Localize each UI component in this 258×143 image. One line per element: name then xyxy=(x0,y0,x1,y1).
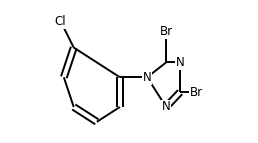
Text: Cl: Cl xyxy=(55,15,66,28)
Text: N: N xyxy=(143,71,151,84)
Text: N: N xyxy=(162,101,171,113)
Text: N: N xyxy=(176,56,184,69)
Text: Br: Br xyxy=(190,86,203,99)
Text: Br: Br xyxy=(159,25,173,38)
